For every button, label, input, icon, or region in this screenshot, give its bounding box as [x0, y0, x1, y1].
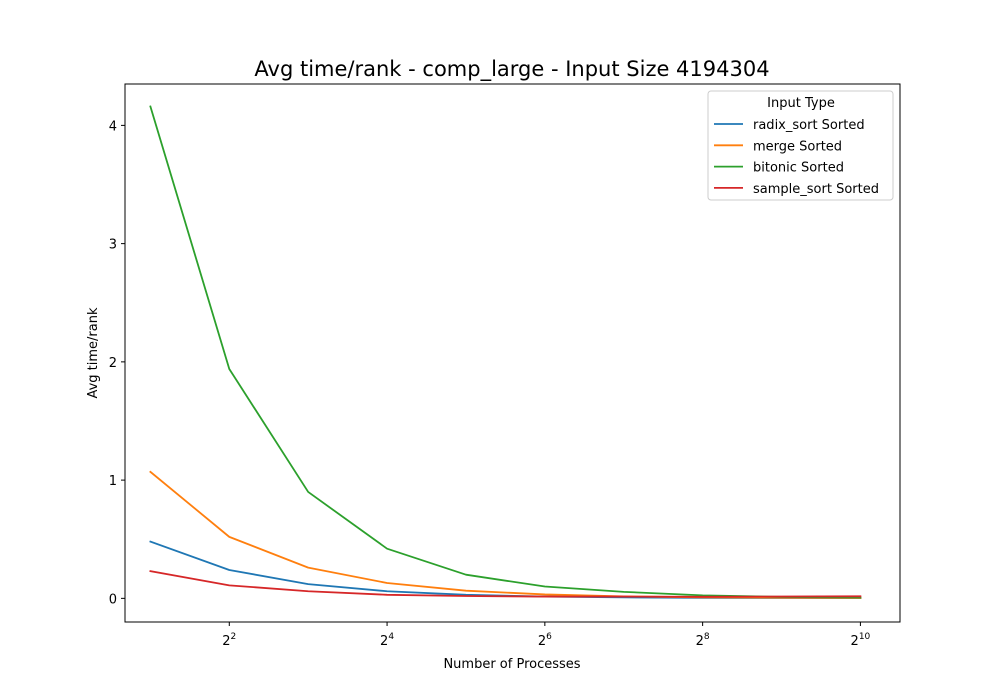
y-axis-ticks: 0 1 2 3 4 — [109, 119, 125, 607]
y-tick-label-2: 2 — [109, 356, 117, 371]
plot-area — [149, 105, 862, 600]
y-tick-label-0: 0 — [109, 592, 117, 607]
series-line-0 — [149, 540, 862, 600]
chart-title: Avg time/rank - comp_large - Input Size … — [254, 57, 769, 82]
plot-frame — [124, 83, 901, 623]
x-axis-label: Number of Processes — [443, 657, 580, 672]
x-tick-label-4: 210 — [851, 632, 871, 649]
x-tick-label-0: 22 — [222, 632, 236, 649]
legend-label-0: radix_sort Sorted — [753, 118, 865, 133]
legend-label-3: sample_sort Sorted — [753, 182, 879, 197]
legend-label-1: merge Sorted — [753, 139, 842, 154]
series-line-1 — [149, 470, 862, 599]
series-line-3 — [149, 570, 862, 598]
legend-title: Input Type — [767, 96, 835, 111]
legend-box — [707, 90, 894, 201]
legend-label-2: bitonic Sorted — [753, 161, 844, 176]
x-axis-ticks: 22 24 26 28 210 — [222, 622, 871, 649]
y-tick-label-4: 4 — [109, 119, 117, 134]
x-tick-label-1: 24 — [380, 632, 394, 649]
y-tick-label-3: 3 — [109, 238, 117, 253]
x-tick-label-2: 26 — [538, 632, 552, 649]
legend: Input Type radix_sort Sorted merge Sorted… — [707, 90, 894, 201]
y-axis-label: Avg time/rank — [86, 307, 101, 399]
x-tick-label-3: 28 — [696, 632, 710, 649]
legend-items: radix_sort Sorted merge Sorted bitonic Sor… — [714, 118, 879, 197]
y-tick-label-1: 1 — [109, 474, 117, 489]
